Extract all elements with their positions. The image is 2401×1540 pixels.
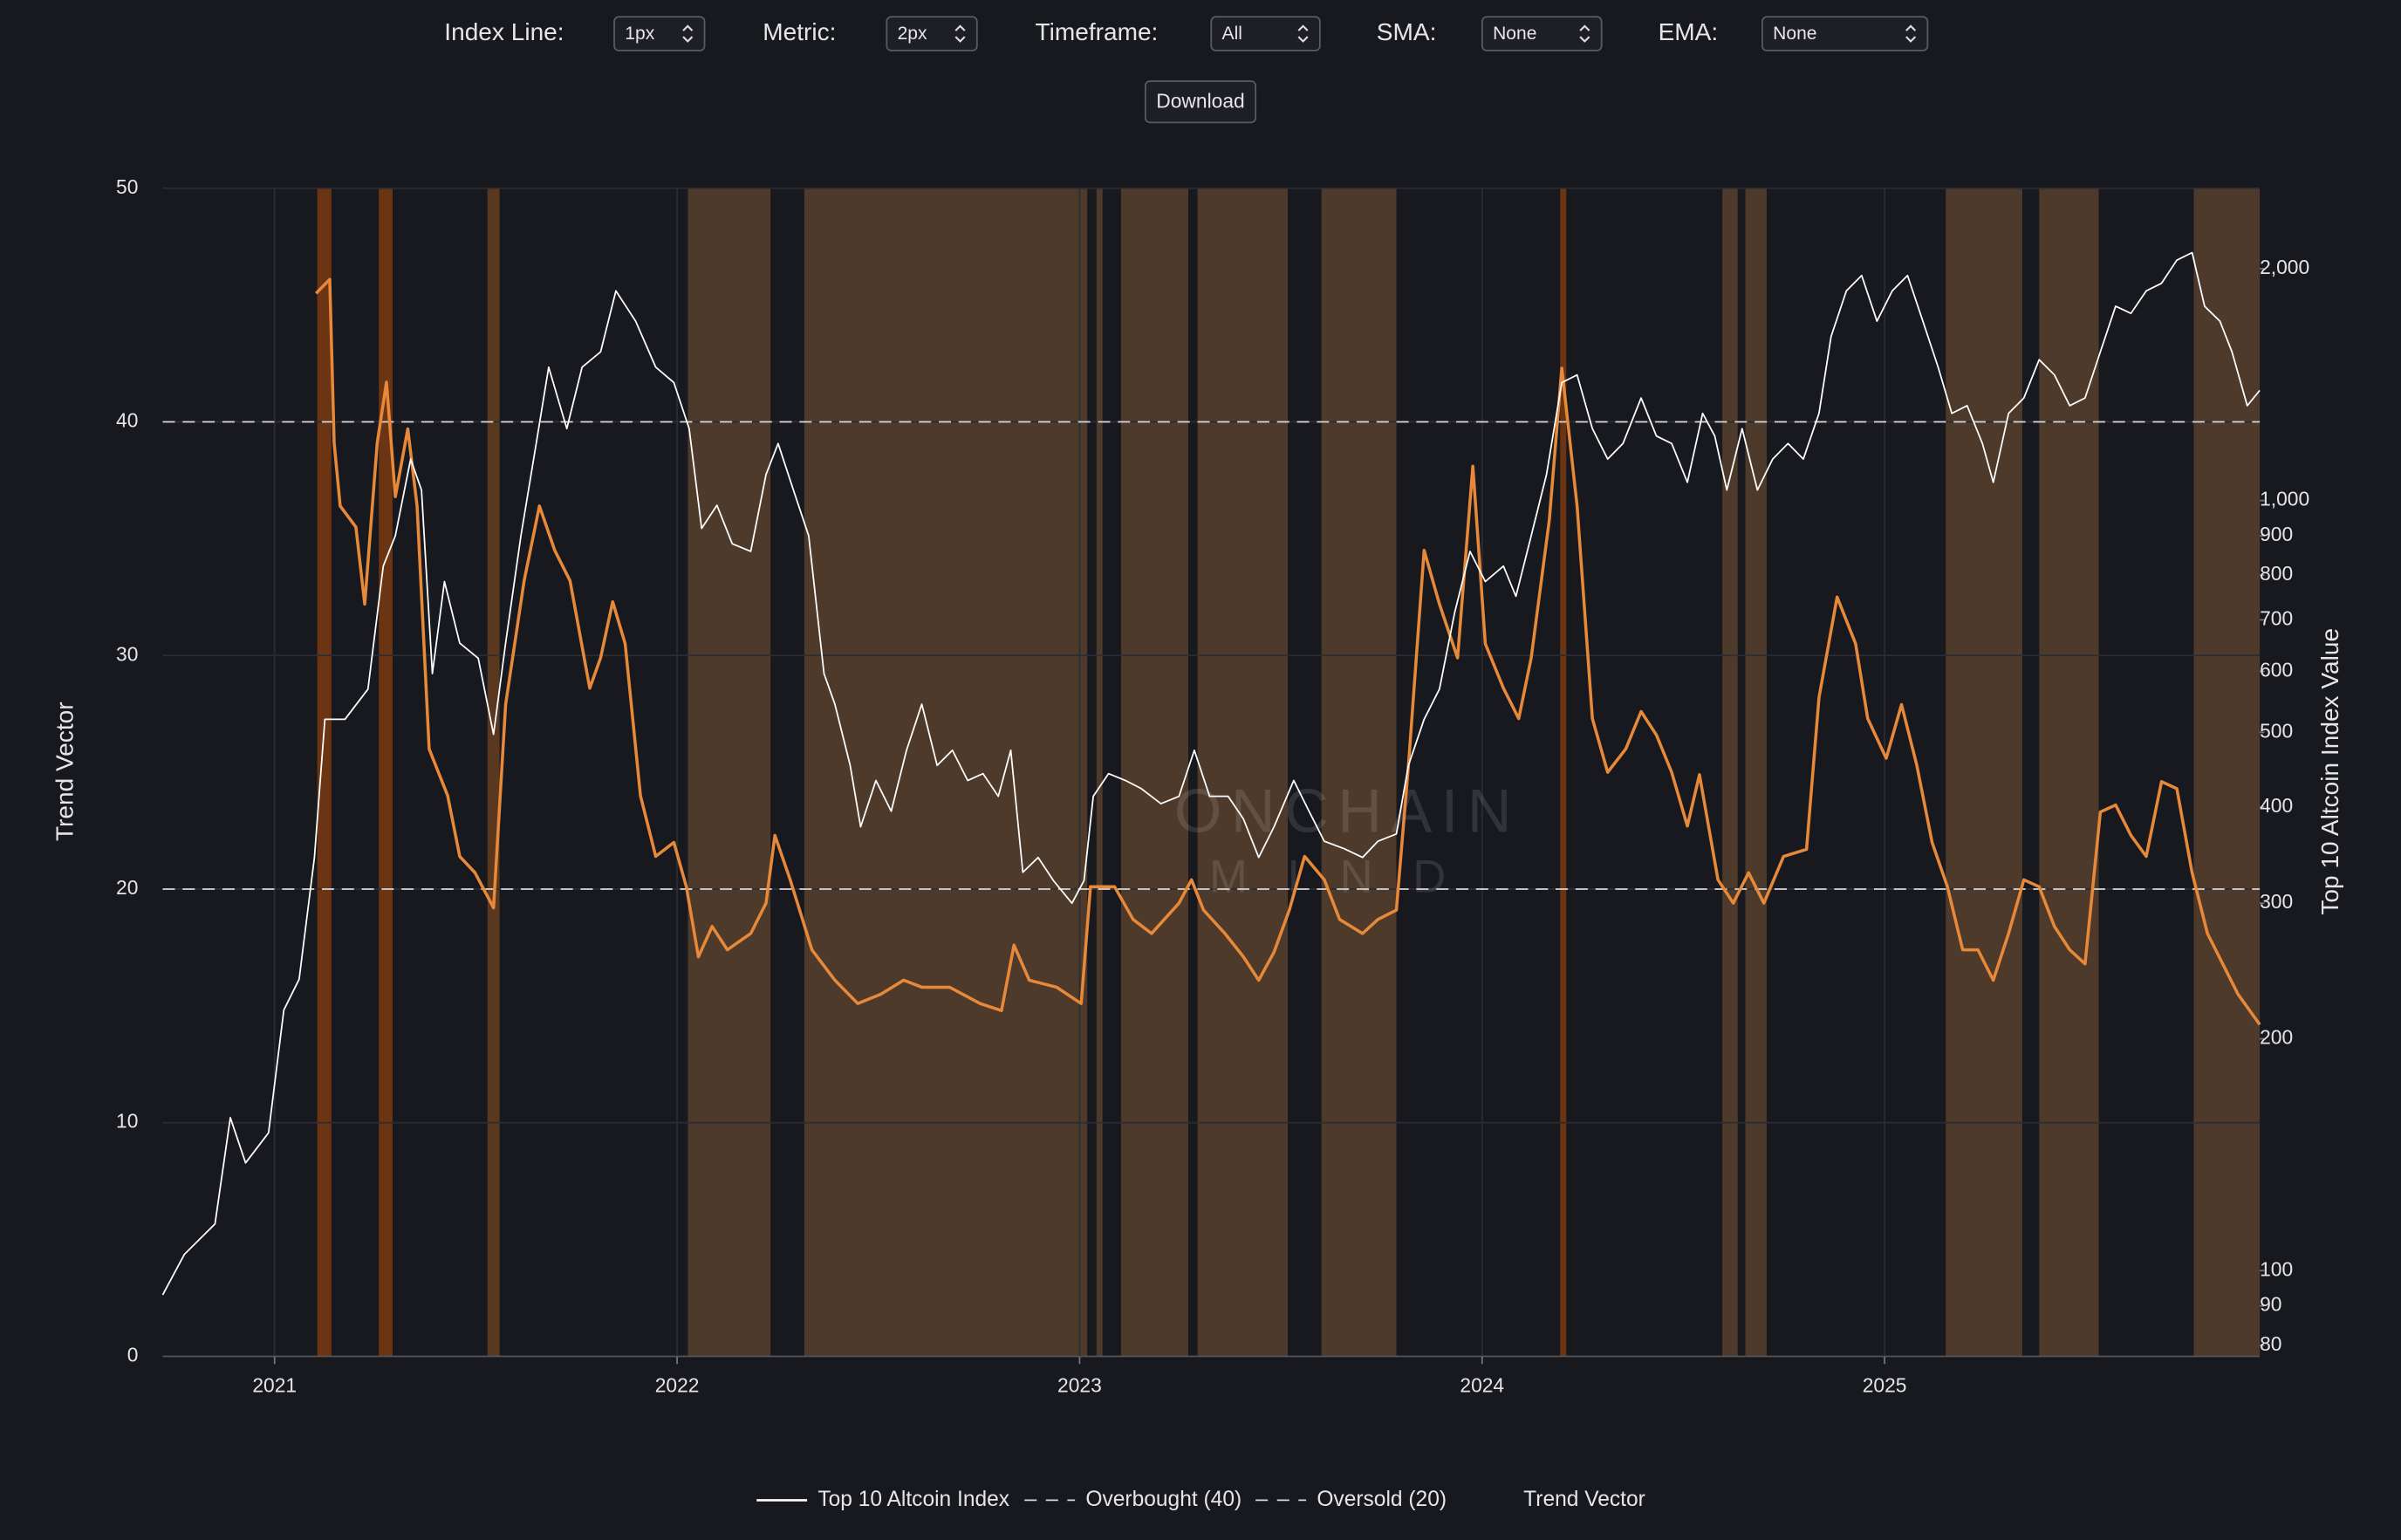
y2-tick-label: 300 [2260,890,2293,913]
button-label[interactable]: Download [1156,90,1244,113]
x-tick-label: 2021 [252,1374,297,1397]
select-chevron[interactable] [1579,24,1590,43]
select[interactable]: All [1210,16,1321,51]
select-box[interactable] [1481,16,1603,51]
select[interactable]: 1px [613,16,706,51]
signal-band [687,188,771,1357]
select-value[interactable]: 1px [625,24,654,44]
legend-label[interactable]: Trend Vector [1523,1488,1645,1511]
y2-tick-label: 600 [2260,659,2293,681]
legend-item[interactable]: Trend Vector [1523,1488,1645,1511]
signal-band [2193,188,2261,1357]
y2-tick-label: 800 [2260,562,2293,585]
select-box[interactable] [613,16,706,51]
y-tick-label: 30 [116,642,138,665]
y-tick-label: 0 [127,1343,139,1365]
signal-band [487,188,500,1357]
legend-item[interactable]: Oversold (20) [1255,1488,1447,1511]
watermark: ONCHAIN [1174,777,1521,845]
watermark: MIND [1209,852,1486,903]
signal-band [1722,188,1738,1357]
select-value[interactable]: All [1222,24,1242,44]
y2-tick-label: 100 [2260,1257,2293,1280]
y-axis-title: Trend Vector [51,702,78,841]
control-label: Index Line: [444,18,564,45]
y2-tick-label: 1,000 [2260,488,2309,510]
signal-band [1197,188,1288,1357]
signal-band [317,188,332,1357]
select-box[interactable] [1210,16,1321,51]
download-button[interactable]: Download [1144,80,1257,124]
y2-tick-label: 700 [2260,606,2293,629]
signal-band [1096,188,1103,1357]
legend-item[interactable]: Top 10 Altcoin Index [756,1488,1010,1511]
legend-item[interactable]: Overbought (40) [1024,1488,1242,1511]
select-box[interactable] [886,16,978,51]
y2-tick-label: 900 [2260,523,2293,545]
signal-band [1745,188,1767,1357]
select[interactable]: None [1761,16,1929,51]
y2-tick-label: 400 [2260,794,2293,817]
x-tick-label: 2023 [1057,1374,1102,1397]
x-tick-label: 2024 [1460,1374,1504,1397]
legend-label[interactable]: Oversold (20) [1317,1488,1447,1511]
select-chevron[interactable] [1297,24,1309,43]
y2-tick-label: 500 [2260,719,2293,742]
legend-label[interactable]: Overbought (40) [1085,1488,1242,1511]
signal-band [1321,188,1397,1357]
select-value[interactable]: None [1773,24,1816,44]
y-tick-label: 20 [116,876,138,899]
select-chevron[interactable] [954,24,966,43]
y-tick-label: 40 [116,409,138,432]
select-chevron[interactable] [682,24,694,43]
y2-tick-label: 90 [2260,1293,2281,1316]
y-tick-label: 10 [116,1110,138,1133]
y2-tick-label: 2,000 [2260,256,2309,278]
signal-band [804,188,1088,1357]
legend-label[interactable]: Top 10 Altcoin Index [817,1488,1009,1511]
control-label: Metric: [763,18,836,45]
select-value[interactable]: 2px [898,24,927,44]
select-value[interactable]: None [1493,24,1536,44]
select[interactable]: 2px [886,16,978,51]
x-tick-label: 2025 [1863,1374,1907,1397]
select-chevron[interactable] [1905,24,1917,43]
signal-band [379,188,393,1357]
y2-tick-label: 80 [2260,1332,2281,1355]
select-box[interactable] [1761,16,1929,51]
x-tick-label: 2022 [655,1374,700,1397]
series-line [314,277,2261,1026]
y2-tick-label: 200 [2260,1026,2293,1049]
signal-band [1560,188,1567,1357]
select[interactable]: None [1481,16,1603,51]
control-label: Timeframe: [1036,18,1159,45]
series-line [161,251,2261,1296]
control-label: EMA: [1659,18,1719,45]
signal-band [1946,188,2022,1357]
y2-axis-title: Top 10 Altcoin Index Value [2316,628,2343,915]
control-label: SMA: [1377,18,1437,45]
y-tick-label: 50 [116,175,138,198]
signal-band [1120,188,1188,1357]
button-box[interactable] [1144,80,1257,124]
signal-band [2039,188,2099,1357]
